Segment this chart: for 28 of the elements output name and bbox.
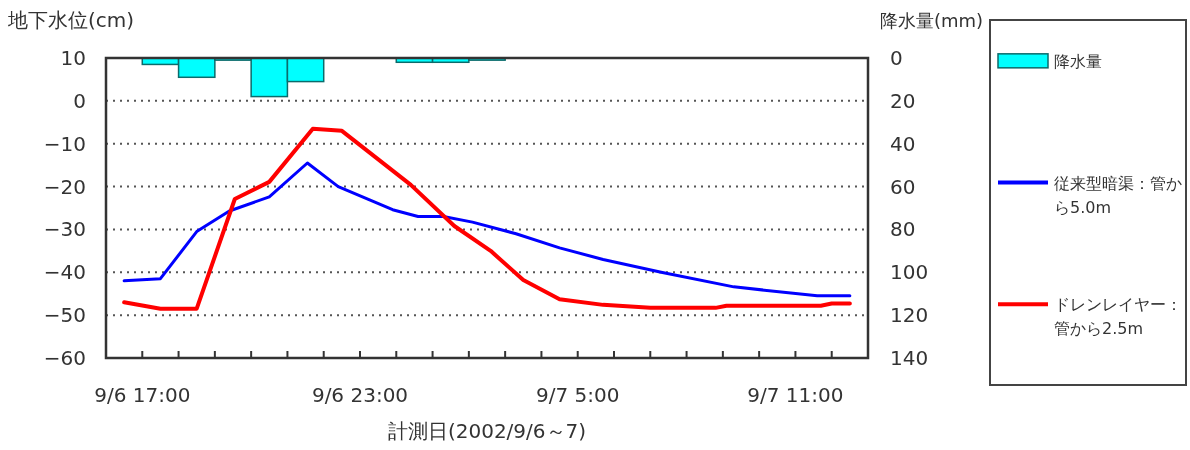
- y-tick-label: −40: [43, 260, 86, 285]
- y-tick-label: −10: [43, 131, 86, 156]
- y-tick-label: −50: [43, 303, 86, 328]
- line-series: [122, 161, 852, 298]
- x-tick-label: 9/6 23:00: [311, 383, 409, 407]
- x-tick-label: 9/7 11:00: [747, 383, 844, 407]
- legend-label: ドレンレイヤー：管から2.5m: [1054, 295, 1182, 339]
- y2-tick-label: 140: [890, 346, 929, 370]
- y2-tick-label: 60: [890, 174, 916, 199]
- line-series: [122, 126, 852, 311]
- x-tick-label: 9/6 17:00: [94, 383, 191, 407]
- y2-tick-label: 80: [890, 217, 916, 242]
- y-tick-label: −30: [43, 217, 86, 242]
- y2-tick-label: 120: [890, 303, 929, 328]
- y2-tick-label: 40: [890, 131, 916, 156]
- y2-tick-label: 0: [890, 46, 903, 70]
- x-tick-label: 9/7 5:00: [535, 383, 620, 407]
- y2-tick-label: 20: [890, 88, 916, 113]
- y2-axis-title: 降水量(mm): [880, 10, 984, 31]
- legend-label: 降水量: [1054, 51, 1102, 71]
- y-tick-label: −20: [43, 174, 86, 199]
- x-axis-title: 計測日(2002/9/6～7): [387, 419, 587, 443]
- y2-tick-label: 100: [890, 260, 929, 285]
- y-tick-label: 10: [60, 46, 86, 70]
- y-axis-title: 地下水位(cm): [7, 8, 135, 32]
- legend-label: 従来型暗渠：管から5.0m: [1054, 173, 1182, 217]
- y-tick-label: −60: [43, 346, 86, 370]
- y-tick-label: 0: [73, 88, 86, 113]
